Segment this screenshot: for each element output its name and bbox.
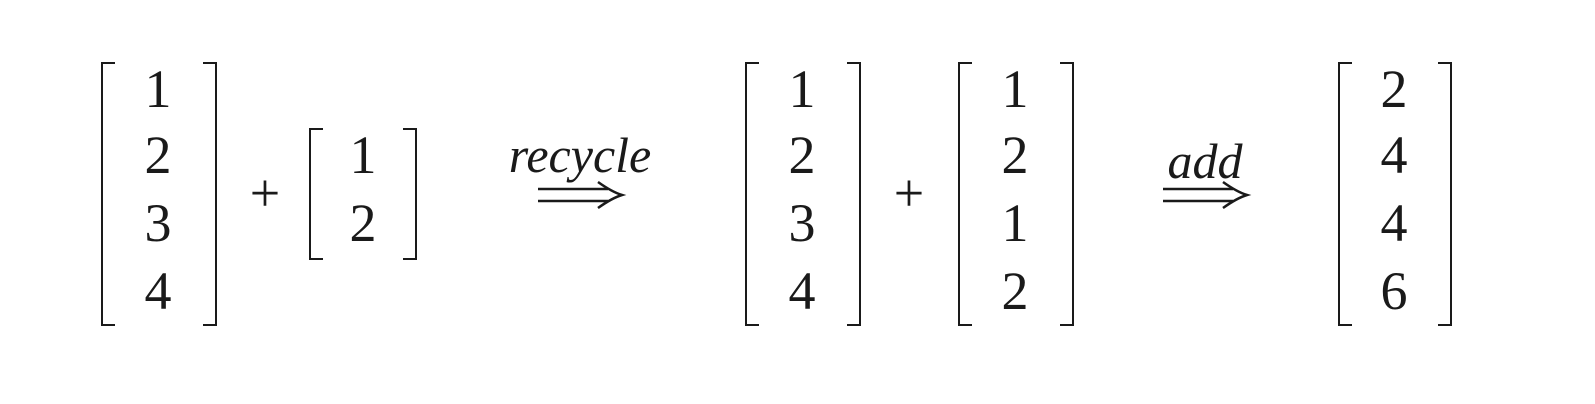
arrow-label-recycle: recycle: [508, 127, 652, 183]
right-bracket: [1060, 62, 1074, 326]
vector-entry: 2: [1380, 59, 1408, 119]
vector-entry: 1: [1001, 193, 1029, 253]
right-bracket: [847, 62, 861, 326]
left-bracket: [958, 62, 972, 326]
vector-entry: 3: [144, 193, 172, 253]
vector-entry: 1: [1001, 59, 1029, 119]
right-bracket: [1438, 62, 1452, 326]
right-bracket: [203, 62, 217, 326]
double-arrow-icon: [538, 180, 627, 210]
vector-entry: 2: [1001, 125, 1029, 185]
vector-entry: 2: [144, 125, 172, 185]
vector-entry: 1: [349, 125, 377, 185]
left-bracket: [309, 128, 323, 260]
vector-entry: 2: [349, 193, 377, 253]
vector-entry: 4: [788, 261, 816, 321]
double-arrow-icon: [1163, 180, 1252, 210]
vector-entry: 4: [1380, 193, 1408, 253]
vector-entry: 4: [144, 261, 172, 321]
vector-entry: 1: [788, 59, 816, 119]
right-bracket: [403, 128, 417, 260]
vector-entry: 2: [1001, 261, 1029, 321]
left-bracket: [1338, 62, 1352, 326]
vector-entry: 4: [1380, 125, 1408, 185]
vector-entry: 1: [144, 59, 172, 119]
left-bracket: [101, 62, 115, 326]
plus-sign: +: [249, 163, 281, 223]
vector-entry: 3: [788, 193, 816, 253]
vector-entry: 2: [788, 125, 816, 185]
vector-entry: 6: [1380, 261, 1408, 321]
arrow-label-add: add: [1167, 133, 1243, 189]
plus-sign: +: [893, 163, 925, 223]
left-bracket: [745, 62, 759, 326]
